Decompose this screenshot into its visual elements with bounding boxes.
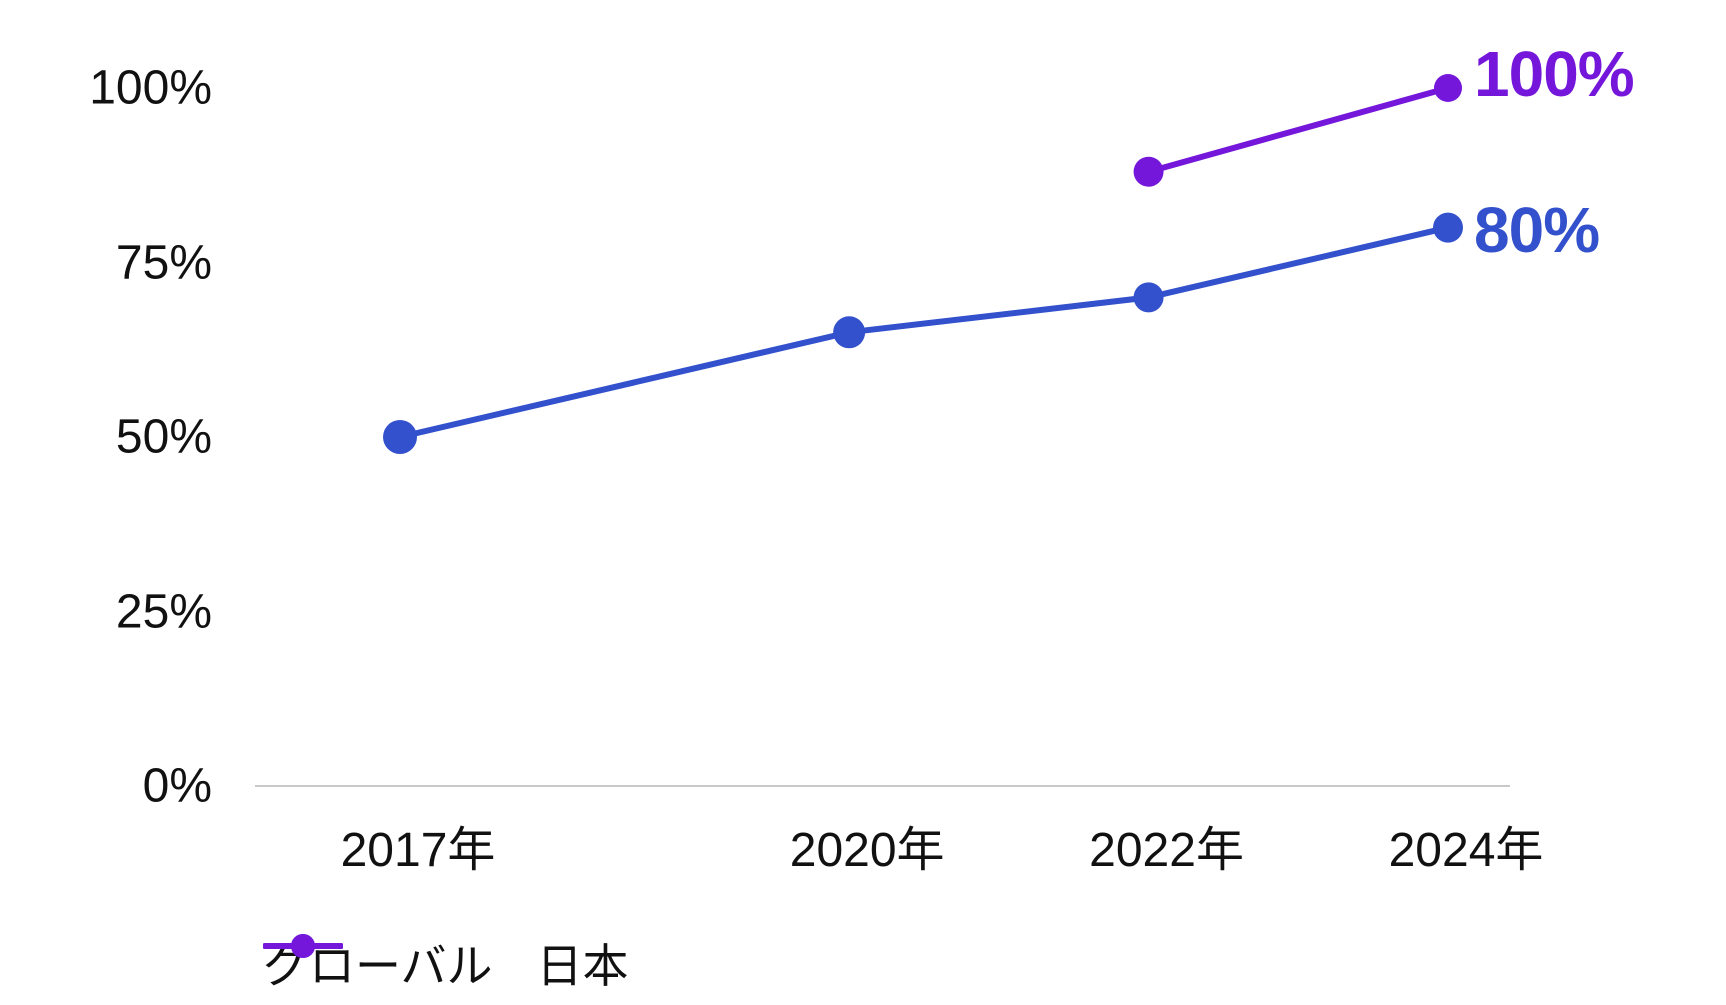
y-tick-label: 0%	[142, 759, 212, 813]
series-end-label: 100%	[1474, 38, 1635, 110]
x-tick-label: 2017年	[340, 824, 496, 877]
legend-marker-icon	[263, 934, 343, 958]
data-point	[1433, 212, 1463, 243]
legend-item: 日本	[263, 930, 629, 996]
y-tick-label: 50%	[115, 410, 212, 464]
series-line-global	[397, 224, 1451, 440]
x-tick-label: 2024年	[1388, 824, 1544, 877]
legend-label: 日本	[536, 940, 629, 992]
series-end-label: 80%	[1474, 193, 1600, 266]
data-point	[833, 316, 866, 349]
x-tick-label: 2020年	[789, 824, 945, 877]
data-point	[1434, 74, 1462, 102]
legend: グローバル 日本	[263, 930, 629, 996]
y-tick-label: 75%	[115, 236, 212, 289]
data-point	[1133, 156, 1164, 187]
data-point	[383, 420, 417, 454]
x-tick-label: 2022年	[1089, 824, 1244, 877]
series-line-japan	[1145, 85, 1451, 175]
data-point	[1133, 282, 1164, 313]
y-tick-label: 25%	[115, 585, 212, 638]
y-tick-label: 100%	[89, 61, 212, 115]
